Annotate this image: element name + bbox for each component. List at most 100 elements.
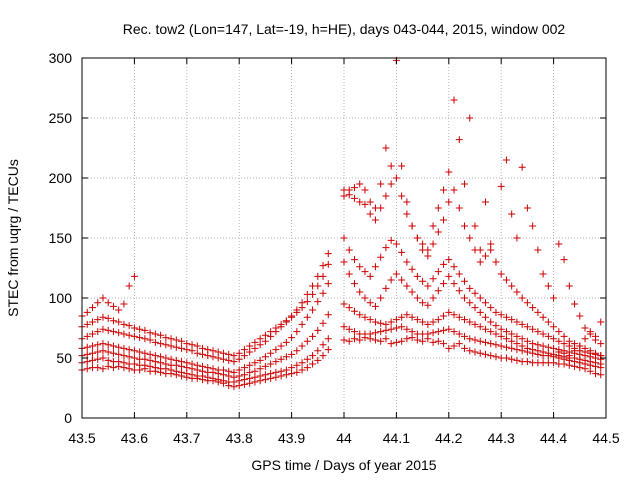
data-point: [83, 365, 91, 373]
data-point: [115, 358, 123, 366]
data-point: [492, 322, 500, 330]
data-point: [398, 192, 406, 200]
data-point: [371, 204, 379, 212]
data-point: [382, 320, 390, 328]
data-point: [151, 358, 159, 366]
data-point: [225, 356, 233, 364]
data-point: [324, 280, 332, 288]
data-point: [109, 349, 117, 357]
data-point: [592, 332, 600, 340]
data-point: [419, 277, 427, 285]
data-point: [429, 294, 437, 302]
data-point: [136, 325, 144, 333]
data-point: [398, 313, 406, 321]
y-axis-title: STEC from uqrg / TECUs: [5, 159, 21, 317]
data-point: [350, 280, 358, 288]
data-point: [188, 347, 196, 355]
data-point: [261, 331, 269, 339]
data-point: [204, 346, 212, 354]
data-point: [571, 300, 579, 308]
data-point: [115, 318, 123, 326]
data-point: [445, 325, 453, 333]
data-point: [83, 343, 91, 351]
data-point: [230, 352, 238, 360]
data-point: [461, 316, 469, 324]
data-point: [303, 298, 311, 306]
data-point: [219, 377, 227, 385]
data-point: [303, 313, 311, 321]
data-point: [434, 316, 442, 324]
data-point: [199, 362, 207, 370]
data-point: [88, 330, 96, 338]
data-point: [497, 270, 505, 278]
data-point: [314, 326, 322, 334]
data-point: [461, 180, 469, 188]
data-point: [209, 365, 217, 373]
data-point: [419, 240, 427, 248]
data-point: [324, 250, 332, 258]
data-point: [115, 350, 123, 358]
data-point: [345, 304, 353, 312]
data-point: [350, 256, 358, 264]
data-point: [120, 300, 128, 308]
data-point: [162, 354, 170, 362]
data-point: [461, 277, 469, 285]
data-point: [146, 362, 154, 370]
data-point: [309, 306, 317, 314]
data-point: [99, 325, 107, 333]
data-point: [366, 330, 374, 338]
data-point: [167, 335, 175, 343]
data-point: [461, 332, 469, 340]
data-point: [146, 336, 154, 344]
data-point: [429, 318, 437, 326]
data-point: [550, 350, 558, 358]
data-points-layer: [78, 56, 605, 391]
data-point: [445, 168, 453, 176]
data-point: [109, 364, 117, 372]
data-point: [288, 350, 296, 358]
data-point: [371, 216, 379, 224]
data-point: [518, 320, 526, 328]
data-point: [172, 343, 180, 351]
data-point: [99, 347, 107, 355]
data-point: [115, 343, 123, 351]
data-point: [387, 318, 395, 326]
data-point: [167, 355, 175, 363]
data-point: [141, 335, 149, 343]
data-point: [214, 354, 222, 362]
data-point: [277, 320, 285, 328]
data-point: [403, 258, 411, 266]
data-point: [497, 325, 505, 333]
data-point: [94, 348, 102, 356]
data-point: [251, 338, 259, 346]
chart-title: Rec. tow2 (Lon=147, Lat=-19, h=HE), days…: [123, 21, 566, 37]
data-point: [309, 352, 317, 360]
data-point: [476, 308, 484, 316]
data-point: [550, 323, 558, 331]
data-point: [377, 328, 385, 336]
data-point: [544, 318, 552, 326]
data-point: [251, 359, 259, 367]
data-point: [492, 353, 500, 361]
data-point: [466, 299, 474, 307]
data-point: [109, 328, 117, 336]
data-point: [555, 337, 563, 345]
data-point: [83, 332, 91, 340]
data-point: [529, 340, 537, 348]
data-point: [476, 349, 484, 357]
data-point: [120, 320, 128, 328]
data-point: [445, 256, 453, 264]
data-point: [508, 330, 516, 338]
data-point: [529, 222, 537, 230]
data-point: [88, 349, 96, 357]
data-point: [492, 308, 500, 316]
data-point: [481, 299, 489, 307]
data-point: [162, 341, 170, 349]
data-point: [523, 344, 531, 352]
data-point: [508, 316, 516, 324]
data-point: [392, 316, 400, 324]
data-point: [183, 370, 191, 378]
data-point: [476, 323, 484, 331]
data-point: [303, 337, 311, 345]
data-point: [104, 314, 112, 322]
